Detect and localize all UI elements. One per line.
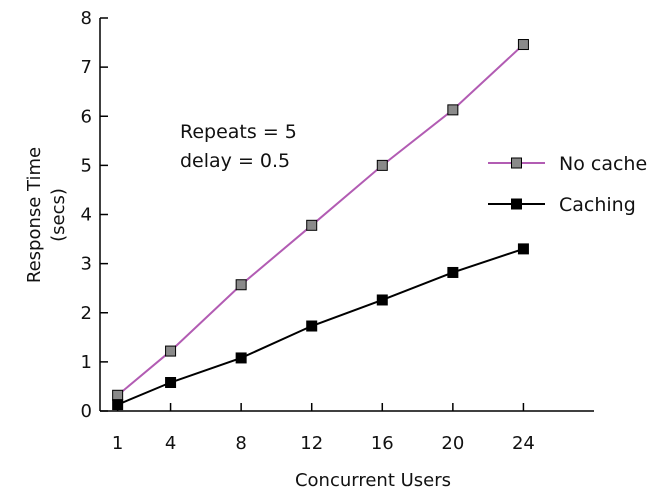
data-point-no-cache bbox=[235, 279, 247, 291]
data-point-no-cache bbox=[165, 345, 177, 357]
x-tick-label: 24 bbox=[512, 433, 535, 454]
data-point-no-cache bbox=[517, 39, 529, 51]
legend-label-no-cache: No cache bbox=[559, 153, 647, 175]
x-tick-label: 16 bbox=[371, 433, 394, 454]
annotation-repeats: Repeats = 5 bbox=[180, 121, 297, 143]
x-tick-label: 12 bbox=[300, 433, 323, 454]
series-caching bbox=[112, 243, 529, 411]
y-tick-label: 3 bbox=[81, 254, 92, 275]
y-tick-label: 1 bbox=[81, 352, 92, 373]
y-axis-label-line1: Response Time bbox=[24, 147, 45, 283]
x-tick-label: 4 bbox=[165, 433, 176, 454]
data-point-caching bbox=[376, 294, 388, 306]
annotation-delay: delay = 0.5 bbox=[180, 150, 290, 172]
y-tick-label: 4 bbox=[81, 205, 92, 226]
x-tick-label: 8 bbox=[235, 433, 246, 454]
x-axis-label: Concurrent Users bbox=[295, 470, 451, 491]
y-axis-label-line2: (secs) bbox=[48, 188, 69, 242]
data-point-caching bbox=[306, 320, 318, 332]
data-point-no-cache bbox=[376, 159, 388, 171]
series-layer bbox=[112, 39, 529, 411]
data-point-caching bbox=[165, 377, 177, 389]
legend-marker-caching bbox=[511, 198, 522, 210]
data-point-no-cache bbox=[112, 389, 124, 401]
y-tick-label: 6 bbox=[81, 106, 92, 127]
legend-label-caching: Caching bbox=[559, 194, 636, 216]
series-line-caching bbox=[117, 247, 524, 406]
y-tick-label: 0 bbox=[81, 401, 92, 422]
y-tick-label: 7 bbox=[81, 57, 92, 78]
data-point-caching bbox=[517, 243, 529, 255]
legend-marker-no-cache bbox=[511, 157, 522, 169]
y-tick-label: 8 bbox=[81, 8, 92, 29]
x-tick-label: 20 bbox=[441, 433, 464, 454]
data-point-no-cache bbox=[306, 219, 318, 231]
y-tick-label: 5 bbox=[81, 155, 92, 176]
x-tick-label: 1 bbox=[112, 433, 123, 454]
y-tick-label: 2 bbox=[81, 303, 92, 324]
legend: No cache Caching bbox=[488, 153, 647, 216]
data-point-caching bbox=[235, 352, 247, 364]
series-no-cache bbox=[112, 39, 529, 401]
data-point-caching bbox=[112, 399, 124, 411]
data-point-no-cache bbox=[447, 104, 459, 116]
data-point-caching bbox=[447, 266, 459, 278]
series-line-no-cache bbox=[117, 43, 525, 397]
